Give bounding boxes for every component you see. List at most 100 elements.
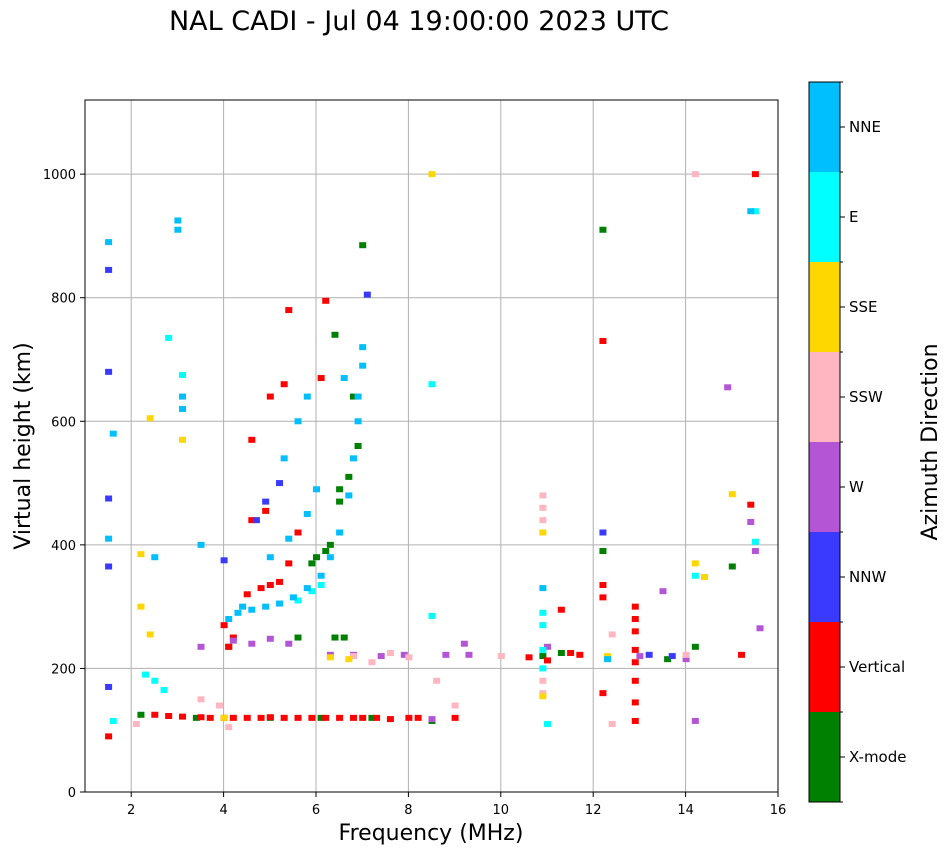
data-point [174, 226, 182, 233]
data-point [220, 557, 228, 564]
data-point [359, 362, 367, 369]
data-point [544, 721, 551, 728]
data-point [197, 643, 205, 650]
data-point [179, 371, 187, 378]
data-point [691, 643, 699, 650]
data-point [751, 171, 759, 178]
colorbar-segment [809, 712, 840, 802]
data-point [428, 171, 436, 178]
data-point [322, 548, 330, 555]
data-point [326, 541, 334, 548]
data-point [599, 226, 607, 233]
data-point [368, 714, 376, 721]
data-point [645, 651, 653, 658]
data-point [280, 455, 288, 462]
data-point [728, 491, 736, 498]
data-point [465, 651, 473, 658]
colorbar-segment [809, 442, 840, 532]
data-point [206, 714, 214, 721]
data-point [308, 714, 316, 721]
data-point [599, 594, 607, 601]
data-point [192, 714, 200, 721]
data-point [599, 582, 607, 589]
data-point [747, 518, 755, 525]
chart-title: NAL CADI - Jul 04 19:00:00 2023 UTC [168, 6, 670, 37]
data-point [105, 563, 113, 570]
data-point [539, 690, 547, 697]
data-point [386, 716, 394, 723]
data-point [557, 649, 565, 656]
data-point [359, 242, 367, 249]
data-point [294, 597, 302, 604]
data-point [105, 239, 113, 246]
data-point [289, 594, 297, 601]
data-point [160, 687, 168, 694]
data-point [539, 504, 547, 511]
colorbar-tick-label: SSW [849, 388, 883, 406]
data-point [179, 436, 187, 443]
data-point [197, 714, 205, 721]
data-points [105, 171, 764, 740]
data-point [668, 653, 676, 660]
data-point [386, 649, 394, 656]
x-tick-label: 2 [127, 803, 135, 818]
data-point [724, 384, 732, 391]
data-point [248, 640, 256, 647]
data-point [225, 616, 233, 622]
data-point [599, 337, 607, 344]
data-point [294, 529, 302, 536]
data-point [225, 643, 233, 650]
data-point [303, 393, 311, 400]
data-point [252, 517, 260, 524]
data-point [400, 651, 408, 658]
data-point [276, 600, 284, 607]
data-point [428, 381, 436, 388]
y-tick-label: 0 [68, 786, 76, 801]
data-point [567, 649, 575, 656]
data-point [345, 656, 353, 663]
x-tick-label: 12 [585, 803, 602, 818]
data-point [576, 651, 584, 658]
colorbar-label: Azimuth Direction [918, 343, 943, 540]
data-point [262, 507, 270, 514]
data-point [317, 375, 325, 382]
data-point [599, 548, 607, 555]
y-axis-label: Virtual height (km) [11, 342, 36, 549]
data-point [197, 541, 205, 548]
data-point [262, 498, 270, 505]
data-point [539, 665, 547, 672]
data-point [451, 714, 459, 721]
data-point [303, 585, 311, 592]
data-point [345, 473, 353, 480]
data-point [174, 217, 182, 224]
data-point [354, 418, 362, 425]
data-point [539, 646, 547, 653]
y-tick-label: 800 [51, 292, 76, 307]
data-point [151, 677, 159, 684]
data-point [359, 714, 367, 721]
data-point [105, 266, 113, 273]
data-point [497, 653, 505, 660]
data-point [631, 646, 639, 653]
data-point [257, 714, 265, 721]
data-point [331, 634, 339, 641]
data-point [631, 603, 639, 610]
data-point [405, 714, 413, 721]
data-point [220, 622, 228, 629]
colorbar-tick-label: NNW [849, 568, 886, 586]
y-tick-label: 200 [51, 662, 76, 677]
data-point [340, 634, 348, 641]
data-point [266, 635, 274, 642]
x-tick-label: 14 [677, 803, 694, 818]
data-point [631, 616, 639, 622]
data-point [368, 659, 376, 666]
colorbar-tick-label: SSE [849, 298, 878, 316]
data-point [313, 554, 320, 561]
colorbar-tick-label: NNE [849, 118, 881, 136]
data-point [354, 443, 362, 449]
data-point [146, 415, 154, 422]
data-point [442, 651, 450, 658]
data-point [137, 711, 145, 718]
data-point [631, 677, 639, 684]
data-point [146, 631, 154, 638]
